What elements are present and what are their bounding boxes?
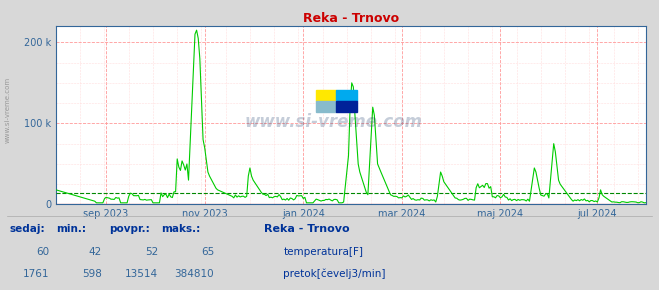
Title: Reka - Trnovo: Reka - Trnovo — [303, 12, 399, 25]
Text: temperatura[F]: temperatura[F] — [283, 247, 363, 257]
Text: 52: 52 — [145, 247, 158, 257]
Text: www.si-vreme.com: www.si-vreme.com — [244, 113, 423, 131]
Text: 598: 598 — [82, 269, 102, 279]
Text: www.si-vreme.com: www.si-vreme.com — [5, 77, 11, 143]
Text: povpr.:: povpr.: — [109, 224, 150, 234]
Text: sedaj:: sedaj: — [10, 224, 45, 234]
Text: 60: 60 — [36, 247, 49, 257]
Text: 65: 65 — [201, 247, 214, 257]
Text: maks.:: maks.: — [161, 224, 201, 234]
Text: 13514: 13514 — [125, 269, 158, 279]
Text: Reka - Trnovo: Reka - Trnovo — [264, 224, 349, 234]
Bar — [336, 101, 357, 112]
Text: 384810: 384810 — [175, 269, 214, 279]
Bar — [316, 101, 336, 112]
Text: 42: 42 — [89, 247, 102, 257]
Text: 1761: 1761 — [23, 269, 49, 279]
Text: min.:: min.: — [56, 224, 86, 234]
Bar — [336, 90, 357, 101]
Bar — [316, 90, 336, 101]
Text: pretok[čevelj3/min]: pretok[čevelj3/min] — [283, 269, 386, 279]
